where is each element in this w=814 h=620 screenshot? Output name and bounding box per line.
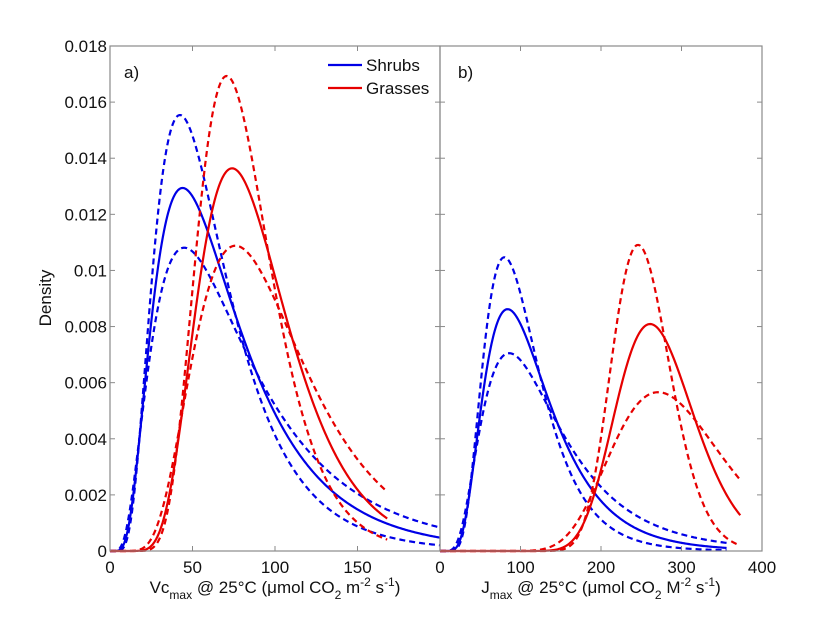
x-axis-label-b-rest3: s <box>691 578 704 597</box>
x-axis-label-b-sup2: -1 <box>704 575 715 589</box>
panel-b-frame <box>439 45 763 552</box>
panel-b-label: b) <box>458 63 473 82</box>
x-tick-label-b: 100 <box>506 558 534 577</box>
x-axis-label-a-rest: @ 25°C (μmol CO <box>192 578 334 597</box>
y-tick-label: 0.002 <box>64 486 107 505</box>
x-tick-label-b: 400 <box>748 558 776 577</box>
curve-b-shrubs <box>439 308 727 553</box>
y-tick-label: 0 <box>98 542 107 561</box>
y-tick-label: 0.008 <box>64 318 107 337</box>
x-axis-label-a: Vcmax @ 25°C (μmol CO2 m-2 s-1) <box>150 575 401 602</box>
x-axis-label-b-sub: max <box>490 588 513 602</box>
x-axis-label-b-rest4: ) <box>715 578 721 597</box>
ticks-panel-b: 0 100 200 300 400 <box>435 45 776 577</box>
y-tick-label: 0.018 <box>64 37 107 56</box>
panel-b: 0 100 200 300 400 b) Jmax @ 25°C (μmol CO2 M… <box>435 45 776 602</box>
panel-a-label: a) <box>124 63 139 82</box>
x-axis-label-a-rest4: ) <box>395 578 401 597</box>
x-axis-label-b: Jmax @ 25°C (μmol CO2 M-2 s-1) <box>481 575 720 602</box>
y-tick-label: 0.004 <box>64 430 107 449</box>
curve-a-grasses <box>109 167 388 553</box>
curves-panel-a <box>109 74 441 553</box>
x-axis-label-a-sub: max <box>169 588 192 602</box>
x-axis-label-b-sub2: 2 <box>655 588 662 602</box>
x-axis-label-b-rest: @ 25°C (μmol CO <box>512 578 654 597</box>
x-tick-label-a: 50 <box>183 558 202 577</box>
curve-b-shrubs-lower-bound <box>439 352 727 553</box>
y-axis-label: Density <box>36 269 55 326</box>
x-axis-label-a-main: Vc <box>150 578 170 597</box>
curves-panel-b <box>439 243 742 553</box>
x-tick-label-b: 200 <box>587 558 615 577</box>
curve-b-shrubs-upper-bound <box>439 256 727 553</box>
curve-a-grasses-lower-bound <box>109 244 388 553</box>
x-axis-label-b-rest2: M <box>662 578 681 597</box>
curve-a-shrubs-lower-bound <box>109 246 441 553</box>
legend-label-grasses: Grasses <box>366 79 429 98</box>
curve-a-shrubs-upper-bound <box>109 113 441 553</box>
curve-a-shrubs <box>109 186 441 553</box>
ticks-panel-a: 0 50 100 150 0 0.002 0.004 0.006 0.008 0.01 0.012 0… <box>64 37 440 577</box>
x-axis-label-a-sup: -2 <box>360 575 371 589</box>
x-tick-label-a: 150 <box>343 558 371 577</box>
y-tick-label: 0.014 <box>64 149 107 168</box>
x-axis-label-a-rest3: s <box>371 578 384 597</box>
x-axis-label-a-sub2: 2 <box>335 588 342 602</box>
curve-b-grasses-lower-bound <box>439 391 742 553</box>
x-tick-label-a: 100 <box>261 558 289 577</box>
y-tick-label: 0.006 <box>64 374 107 393</box>
y-tick-label: 0.012 <box>64 205 107 224</box>
legend-label-shrubs: Shrubs <box>366 56 420 75</box>
y-tick-label: 0.016 <box>64 93 107 112</box>
x-tick-label-b: 0 <box>435 558 444 577</box>
panel-a: 0 50 100 150 0 0.002 0.004 0.006 0.008 0.01 0.012 0… <box>36 37 441 602</box>
y-tick-label: 0.01 <box>74 261 107 280</box>
x-axis-label-a-sup2: -1 <box>384 575 395 589</box>
legend: Shrubs Grasses <box>328 56 429 98</box>
x-axis-label-b-sup: -2 <box>680 575 691 589</box>
x-axis-label-a-rest2: m <box>341 578 360 597</box>
x-tick-label-b: 300 <box>667 558 695 577</box>
curve-a-grasses-upper-bound <box>109 74 388 553</box>
x-axis-label-b-main: J <box>481 578 490 597</box>
x-tick-label-a: 0 <box>105 558 114 577</box>
curve-b-grasses <box>439 322 742 553</box>
